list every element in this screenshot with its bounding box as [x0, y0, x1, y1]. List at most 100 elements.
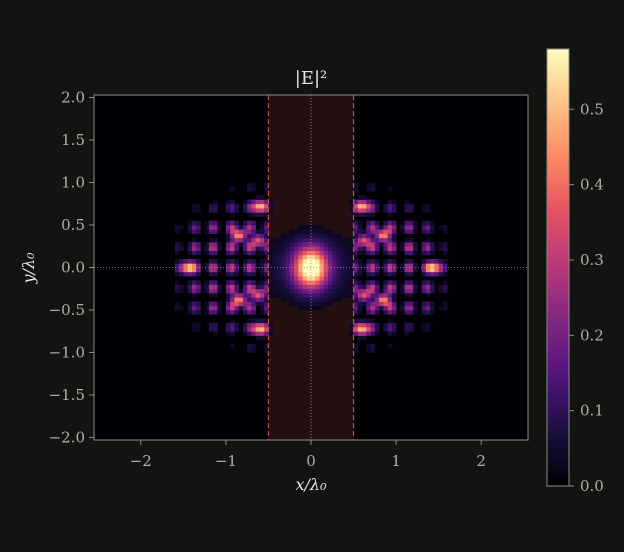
heatmap-cell: [413, 280, 418, 285]
heatmap-cell: [247, 250, 252, 256]
heatmap-cell: [251, 225, 257, 230]
heatmap-cell: [242, 280, 248, 285]
x-tick-label: 1: [391, 452, 401, 470]
heatmap-cell: [204, 284, 210, 290]
heatmap-cell: [345, 263, 350, 268]
heatmap-cell: [391, 250, 397, 256]
heatmap-cell: [345, 276, 350, 281]
heatmap-cell: [353, 292, 359, 298]
heatmap-cell: [383, 203, 388, 209]
heatmap-cell: [230, 203, 235, 209]
heatmap-cell: [238, 225, 244, 230]
heatmap-cell: [217, 305, 223, 311]
heatmap-cell: [328, 263, 333, 268]
heatmap-cell: [230, 309, 235, 315]
y-tick-label: −1.5: [49, 386, 85, 404]
heatmap-cell: [438, 225, 444, 230]
heatmap-cell: [234, 271, 240, 277]
heatmap-cell: [179, 242, 184, 247]
heatmap-cell: [187, 301, 193, 307]
heatmap-cell: [247, 233, 252, 239]
heatmap-cell: [404, 208, 410, 213]
heatmap-cell: [264, 284, 269, 290]
heatmap-cell: [357, 292, 363, 298]
heatmap-cell: [242, 233, 248, 239]
heatmap-cell: [293, 276, 299, 281]
heatmap-cell: [383, 220, 388, 226]
heatmap-cell: [370, 208, 376, 213]
heatmap-cell: [319, 271, 325, 277]
heatmap-cell: [174, 271, 180, 277]
heatmap-cell: [247, 242, 252, 247]
heatmap-cell: [264, 199, 269, 205]
heatmap-cell: [391, 225, 397, 230]
heatmap-cell: [230, 326, 235, 332]
heatmap-cell: [336, 276, 342, 281]
heatmap-cell: [366, 220, 371, 226]
heatmap-cell: [400, 267, 405, 273]
heatmap-cell: [272, 288, 278, 294]
heatmap-cell: [370, 305, 376, 311]
heatmap-cell: [251, 343, 257, 349]
heatmap-cell: [251, 246, 257, 251]
heatmap-cell: [196, 246, 201, 251]
heatmap-cell: [268, 288, 274, 294]
heatmap-cell: [264, 309, 269, 315]
heatmap-cell: [247, 220, 252, 226]
heatmap-cell: [259, 331, 265, 336]
heatmap-cell: [413, 288, 418, 294]
heatmap-cell: [208, 326, 214, 332]
heatmap-cell: [425, 292, 431, 298]
heatmap-cell: [370, 322, 376, 328]
heatmap-cell: [374, 309, 380, 315]
heatmap-cell: [383, 322, 388, 328]
heatmap-cell: [370, 199, 376, 205]
heatmap-cell: [442, 305, 448, 311]
heatmap-cell: [374, 250, 380, 256]
heatmap-cell: [289, 284, 295, 290]
heatmap-cell: [387, 318, 393, 324]
heatmap-cell: [408, 301, 414, 307]
heatmap-cell: [276, 250, 282, 256]
heatmap-cell: [340, 284, 346, 290]
heatmap-cell: [323, 254, 329, 260]
heatmap-cell: [357, 233, 363, 239]
heatmap-cell: [319, 233, 325, 239]
heatmap-cell: [311, 301, 316, 307]
heatmap-cell: [366, 288, 371, 294]
heatmap-cell: [234, 292, 240, 298]
heatmap-cell: [379, 233, 384, 239]
heatmap-cell: [425, 271, 431, 277]
heatmap-cell: [328, 259, 333, 264]
heatmap-cell: [238, 301, 244, 307]
heatmap-cell: [421, 288, 427, 294]
heatmap-cell: [311, 280, 316, 285]
heatmap-cell: [208, 271, 214, 277]
heatmap-cell: [336, 297, 342, 302]
heatmap-cell: [272, 271, 278, 277]
heatmap-cell: [430, 246, 435, 251]
heatmap-cell: [404, 250, 410, 256]
heatmap-cell: [268, 242, 274, 247]
heatmap-cell: [357, 220, 363, 226]
heatmap-cell: [238, 305, 244, 311]
heatmap-cell: [264, 276, 269, 281]
heatmap-cell: [353, 246, 359, 251]
heatmap-cell: [302, 233, 308, 239]
heatmap-cell: [276, 292, 282, 298]
heatmap-cell: [285, 246, 291, 251]
heatmap-cell: [242, 305, 248, 311]
heatmap-cell: [421, 208, 427, 213]
heatmap-cell: [289, 242, 295, 247]
heatmap-cell: [366, 242, 371, 247]
heatmap-cell: [370, 233, 376, 239]
heatmap-cell: [204, 280, 210, 285]
heatmap-cell: [289, 280, 295, 285]
heatmap-cell: [302, 297, 308, 302]
heatmap-cell: [225, 203, 231, 209]
heatmap-cell: [434, 271, 440, 277]
heatmap-cell: [353, 271, 359, 277]
heatmap-cell: [349, 292, 354, 298]
heatmap-cell: [242, 208, 248, 213]
heatmap-cell: [187, 259, 193, 264]
